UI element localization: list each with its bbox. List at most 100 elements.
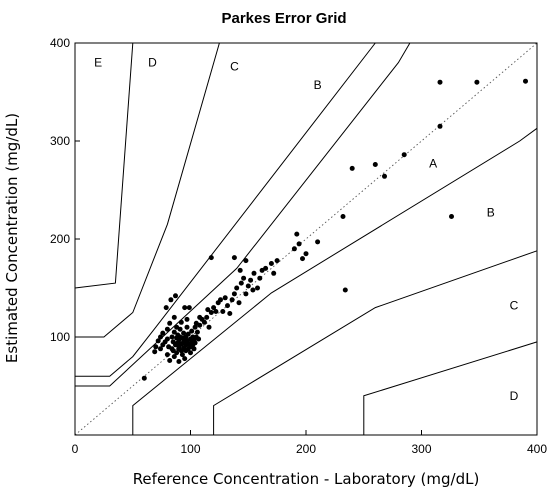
zone-boundary-2	[75, 42, 376, 377]
data-point-53	[184, 316, 190, 322]
data-point-110	[274, 258, 280, 264]
data-point-21	[171, 314, 177, 320]
data-point-98	[243, 291, 249, 297]
data-point-121	[382, 173, 387, 179]
x-tick-label-0: 0	[72, 442, 79, 456]
y-tick-label-3: 400	[50, 36, 70, 50]
data-point-117	[340, 214, 346, 219]
data-point-39	[178, 319, 184, 325]
data-point-45	[182, 356, 188, 362]
data-point-103	[251, 270, 257, 276]
data-point-43	[181, 330, 187, 336]
zone-label-2: C	[230, 60, 239, 74]
data-point-81	[208, 255, 214, 261]
data-point-14	[167, 320, 173, 326]
data-point-102	[250, 287, 256, 293]
data-point-2	[153, 344, 159, 350]
data-point-96	[238, 280, 244, 286]
data-points	[141, 78, 528, 381]
data-point-86	[220, 309, 226, 314]
data-point-67	[192, 324, 198, 330]
zone-label-6: C	[510, 299, 519, 313]
data-point-108	[268, 261, 274, 266]
data-point-28	[174, 350, 180, 356]
data-point-114	[300, 256, 305, 262]
data-point-93	[234, 285, 240, 291]
y-tick-label-0: 100	[50, 330, 70, 344]
data-point-15	[167, 358, 173, 363]
zone-label-1: D	[148, 56, 157, 70]
y-axis-ticks: 100 200 300 400	[50, 36, 80, 344]
data-point-113	[296, 241, 302, 247]
data-point-9	[163, 305, 169, 311]
data-point-10	[164, 326, 170, 332]
data-point-35	[177, 326, 183, 332]
y-tick-label-2: 300	[50, 134, 70, 148]
data-point-112	[294, 231, 300, 237]
data-point-82	[211, 305, 217, 311]
data-point-126	[474, 79, 480, 85]
data-point-41	[179, 352, 185, 358]
data-point-89	[227, 311, 233, 316]
data-point-125	[449, 214, 454, 219]
data-point-92	[231, 255, 237, 261]
data-point-57	[186, 305, 192, 311]
data-point-16	[168, 297, 174, 303]
data-point-95	[237, 267, 243, 273]
data-point-80	[208, 310, 214, 315]
data-point-109	[271, 270, 277, 276]
data-point-1	[152, 349, 158, 355]
data-point-101	[248, 277, 254, 283]
data-point-66	[191, 346, 197, 352]
x-tick-label-3: 300	[411, 442, 431, 456]
data-point-56	[185, 331, 191, 337]
data-point-91	[231, 291, 237, 297]
zone-labels: E D C B A B C D	[94, 56, 518, 403]
data-point-99	[243, 258, 249, 264]
data-point-88	[225, 303, 230, 309]
x-tick-label-4: 400	[527, 442, 547, 456]
data-point-23	[171, 354, 177, 360]
data-point-17	[169, 334, 175, 340]
data-point-52	[184, 324, 190, 330]
data-point-100	[245, 283, 251, 289]
data-point-107	[263, 265, 269, 271]
data-point-127	[523, 78, 528, 84]
data-point-78	[205, 307, 211, 313]
data-point-68	[192, 340, 198, 346]
data-point-123	[437, 123, 443, 129]
data-point-34	[176, 359, 182, 364]
data-point-115	[303, 251, 309, 257]
data-point-4	[158, 334, 163, 340]
data-point-62	[189, 328, 195, 334]
chart-title: Parkes Error Grid	[221, 10, 346, 27]
data-point-94	[236, 300, 242, 306]
data-point-118	[342, 287, 348, 293]
x-tick-label-1: 100	[180, 442, 200, 456]
data-point-116	[315, 239, 321, 245]
data-point-119	[349, 165, 355, 171]
data-point-124	[437, 79, 443, 85]
data-point-46	[182, 305, 188, 311]
data-point-60	[188, 350, 193, 356]
data-point-72	[196, 336, 202, 342]
data-point-79	[206, 324, 212, 330]
data-point-0	[141, 375, 147, 381]
zone-label-7: D	[510, 389, 519, 403]
zone-label-4: A	[429, 157, 437, 171]
data-point-104	[255, 285, 260, 291]
data-point-3	[155, 338, 161, 344]
data-point-73	[197, 322, 203, 328]
data-point-22	[171, 329, 177, 335]
zone-boundary-5	[363, 341, 538, 435]
data-point-122	[401, 152, 407, 158]
data-point-77	[204, 314, 210, 320]
x-axis-ticks: 0 100 200 300 400	[72, 430, 547, 456]
identity-line	[74, 42, 538, 436]
zone-boundary-4	[75, 42, 220, 338]
data-point-87	[222, 295, 228, 301]
data-point-12	[164, 352, 170, 358]
zone-boundaries	[74, 42, 538, 435]
data-point-11	[164, 336, 170, 342]
